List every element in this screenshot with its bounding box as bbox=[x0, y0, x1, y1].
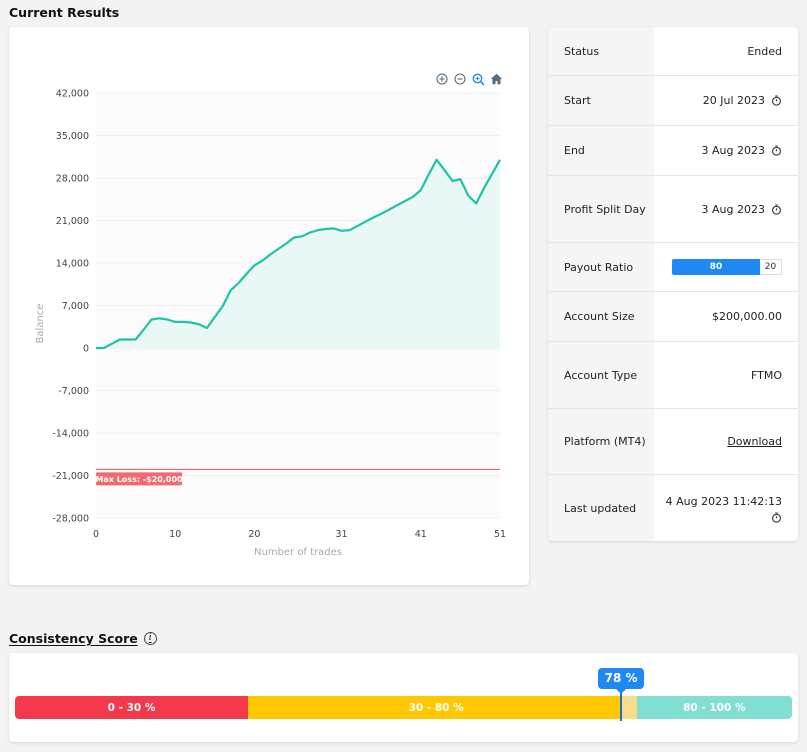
consistency-segment-label: 80 - 100 % bbox=[683, 701, 746, 714]
y-tick-label: 0 bbox=[83, 344, 89, 355]
chart-toolbar bbox=[435, 72, 503, 86]
balance-line bbox=[96, 158, 501, 350]
zoom-select-icon[interactable] bbox=[471, 72, 485, 86]
home-icon[interactable] bbox=[489, 72, 503, 86]
clock-icon bbox=[771, 203, 782, 215]
y-tick-label: 28,000 bbox=[56, 174, 89, 185]
x-tick-label: 51 bbox=[494, 529, 506, 540]
zoom-out-icon[interactable] bbox=[453, 72, 467, 86]
payout-trader-share: 80 bbox=[672, 259, 760, 275]
consistency-score-heading: Consistency Score bbox=[9, 631, 138, 646]
x-tick-label: 31 bbox=[336, 529, 348, 540]
status-row-label: Last updated bbox=[548, 475, 654, 541]
status-row-value: FTMO bbox=[654, 342, 798, 408]
download-link[interactable]: Download bbox=[727, 435, 782, 448]
status-row-label: Account Type bbox=[548, 342, 654, 408]
consistency-segment: 30 - 80 % bbox=[248, 696, 637, 719]
status-row-value: Ended bbox=[654, 27, 798, 75]
consistency-segment: 0 - 30 % bbox=[15, 696, 249, 719]
status-value-text: 3 Aug 2023 bbox=[701, 144, 765, 157]
status-value-text: Ended bbox=[747, 44, 782, 58]
status-row: End 3 Aug 2023 bbox=[548, 126, 798, 176]
y-tick-label: -28,000 bbox=[52, 514, 89, 525]
status-row: Account Size $200,000.00 bbox=[548, 292, 798, 342]
balance-area bbox=[96, 159, 500, 348]
status-row-label: Start bbox=[548, 76, 654, 125]
balance-chart-card: 42,000 35,000 28,000 21,000 14,000 7,000 0 -7,0… bbox=[9, 27, 529, 585]
clock-icon bbox=[771, 512, 782, 523]
status-row-label: Status bbox=[548, 27, 654, 75]
status-panel: Status Ended Start 20 Jul 2023 End 3 Aug 2023… bbox=[548, 27, 798, 541]
status-row-label: Profit Split Day bbox=[548, 176, 654, 242]
status-row: Last updated 4 Aug 2023 11:42:13 bbox=[548, 475, 798, 541]
clock-icon bbox=[771, 145, 782, 156]
status-row-label: End bbox=[548, 126, 654, 175]
y-tick-label: -7,000 bbox=[58, 386, 89, 397]
status-row-value: 20 Jul 2023 bbox=[654, 76, 798, 125]
consistency-score-marker bbox=[620, 693, 623, 721]
y-tick-label: -14,000 bbox=[52, 429, 89, 440]
y-tick-label: -21,000 bbox=[52, 471, 89, 482]
status-value-text: 4 Aug 2023 11:42:13 bbox=[665, 495, 782, 508]
max-loss-tag bbox=[96, 472, 182, 486]
status-row-label: Payout Ratio bbox=[548, 243, 654, 291]
status-row-label: Account Size bbox=[548, 292, 654, 341]
status-row: Platform (MT4) Download bbox=[548, 409, 798, 475]
x-tick-label: 10 bbox=[169, 529, 181, 540]
x-axis-label: Number of trades bbox=[254, 547, 342, 558]
consistency-segment-label: 30 - 80 % bbox=[408, 701, 464, 714]
max-loss-label: Max Loss: -$20,000 bbox=[95, 475, 183, 484]
y-tick-label: 14,000 bbox=[56, 259, 89, 270]
x-tick-label: 41 bbox=[415, 529, 427, 540]
payout-ratio-bar: 80 20 bbox=[672, 259, 782, 275]
y-tick-label: 35,000 bbox=[56, 131, 89, 142]
consistency-score-card: 0 - 30 % 30 - 80 % 80 - 100 % 78 % bbox=[9, 653, 798, 742]
status-value-text: 20 Jul 2023 bbox=[702, 94, 765, 107]
status-row-label: Platform (MT4) bbox=[548, 409, 654, 474]
status-row: Status Ended bbox=[548, 27, 798, 76]
y-tick-label: 21,000 bbox=[56, 216, 89, 227]
balance-chart: 42,000 35,000 28,000 21,000 14,000 7,000 0 -7,0… bbox=[35, 89, 506, 559]
status-row-value: 4 Aug 2023 11:42:13 bbox=[654, 475, 798, 541]
x-tick-label: 0 bbox=[93, 529, 99, 540]
status-row: Start 20 Jul 2023 bbox=[548, 76, 798, 126]
clock-icon bbox=[771, 95, 782, 106]
consistency-segment: 80 - 100 % bbox=[636, 696, 792, 719]
status-value-text: $200,000.00 bbox=[712, 310, 782, 323]
status-row-value: Download bbox=[654, 409, 798, 474]
payout-firm-share: 20 bbox=[760, 259, 782, 275]
consistency-segment-label: 0 - 30 % bbox=[107, 701, 156, 714]
zoom-in-icon[interactable] bbox=[435, 72, 449, 86]
y-axis-label: Balance bbox=[35, 304, 46, 344]
x-tick-label: 20 bbox=[248, 529, 260, 540]
current-results-title: Current Results bbox=[9, 5, 120, 20]
y-tick-label: 42,000 bbox=[56, 89, 89, 100]
consistency-score-value: 78 % bbox=[598, 668, 645, 694]
status-row-value: 3 Aug 2023 bbox=[654, 126, 798, 175]
status-row: Profit Split Day 3 Aug 2023 bbox=[548, 176, 798, 243]
y-tick-label: 7,000 bbox=[62, 301, 89, 312]
consistency-score-bar: 0 - 30 % 30 - 80 % 80 - 100 % bbox=[15, 696, 792, 719]
status-value-text: 3 Aug 2023 bbox=[701, 202, 765, 216]
info-icon[interactable]: i bbox=[143, 632, 157, 645]
status-row-value: 3 Aug 2023 bbox=[654, 176, 798, 242]
status-row: Account Type FTMO bbox=[548, 342, 798, 409]
status-row-value: $200,000.00 bbox=[654, 292, 798, 341]
status-value-text: FTMO bbox=[750, 368, 782, 382]
status-row-value: 80 20 bbox=[654, 243, 798, 291]
status-row: Payout Ratio 80 20 bbox=[548, 243, 798, 292]
consistency-score-title: Consistency Score i bbox=[9, 631, 157, 646]
